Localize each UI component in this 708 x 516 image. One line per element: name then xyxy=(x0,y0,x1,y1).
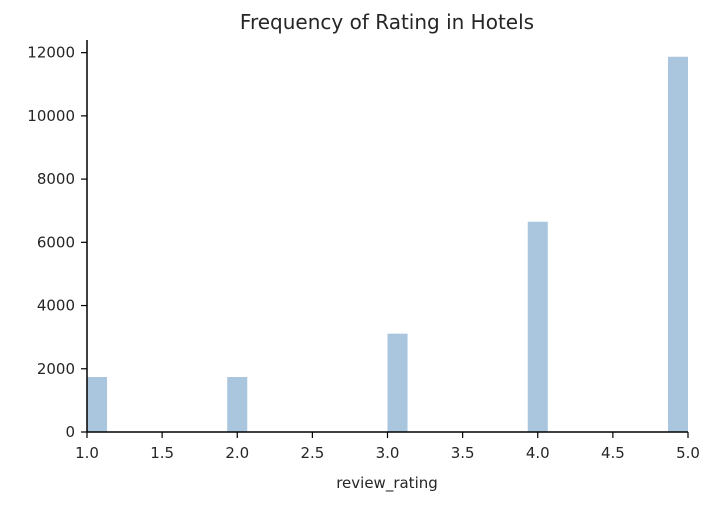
histogram-bar xyxy=(667,56,688,432)
chart-title: Frequency of Rating in Hotels xyxy=(240,10,534,34)
y-tick-label: 0 xyxy=(65,423,75,441)
x-tick-label: 1.0 xyxy=(75,444,99,462)
x-tick-label: 4.0 xyxy=(526,444,550,462)
x-tick-label: 4.5 xyxy=(601,444,625,462)
histogram-bar xyxy=(527,221,548,432)
x-tick-label: 2.5 xyxy=(300,444,324,462)
y-axis-ticks: 0 2000 4000 6000 8000 10000 12000 xyxy=(27,44,87,441)
y-tick-label: 10000 xyxy=(27,107,75,125)
histogram-bar xyxy=(227,376,248,432)
x-tick-label: 3.5 xyxy=(451,444,475,462)
x-tick-label: 1.5 xyxy=(150,444,174,462)
x-tick-label: 3.0 xyxy=(376,444,400,462)
y-tick-label: 8000 xyxy=(37,170,75,188)
y-tick-label: 4000 xyxy=(37,297,75,315)
y-tick-label: 12000 xyxy=(27,44,75,62)
histogram-bar xyxy=(387,333,408,432)
x-tick-label: 2.0 xyxy=(225,444,249,462)
x-axis-label: review_rating xyxy=(336,474,438,493)
x-axis-ticks: 1.0 1.5 2.0 2.5 3.0 3.5 4.0 4.5 5.0 xyxy=(75,432,700,462)
histogram-bar xyxy=(87,376,108,432)
y-tick-label: 2000 xyxy=(37,360,75,378)
x-tick-label: 5.0 xyxy=(676,444,700,462)
plot-area xyxy=(87,56,688,432)
y-tick-label: 6000 xyxy=(37,233,75,251)
